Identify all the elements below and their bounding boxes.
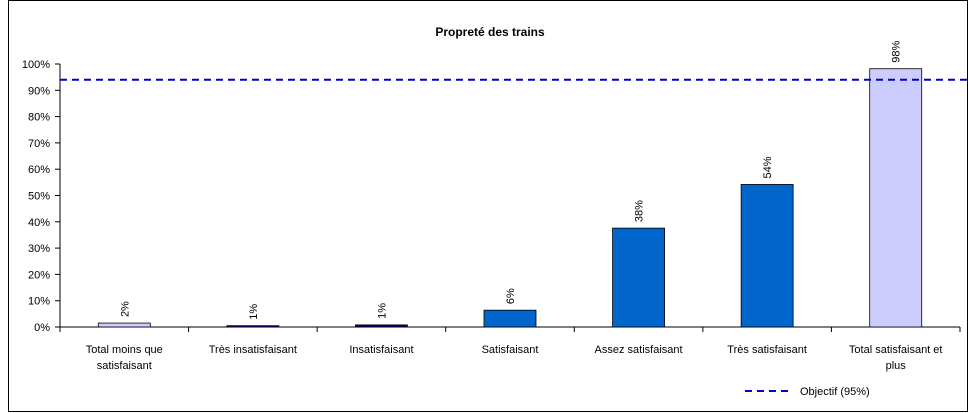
x-tick-label: Assez satisfaisant — [595, 344, 683, 356]
value-label: 6% — [505, 288, 517, 304]
value-label: 1% — [376, 303, 388, 319]
y-tick-label: 100% — [22, 59, 50, 71]
y-tick-label: 10% — [28, 296, 50, 308]
bar — [226, 325, 280, 328]
bar — [483, 309, 537, 328]
value-label: 54% — [762, 156, 774, 178]
y-tick-label: 80% — [28, 112, 50, 124]
y-tick-label: 60% — [28, 164, 50, 176]
y-tick-label: 0% — [34, 322, 50, 334]
x-tick-label: Total satisfaisant et plus — [849, 344, 943, 372]
bar — [97, 322, 151, 328]
y-tick-label: 20% — [28, 269, 50, 281]
value-label: 1% — [248, 304, 260, 320]
y-tick-label: 30% — [28, 243, 50, 255]
legend-label: Objectif (95%) — [800, 386, 870, 398]
value-label: 2% — [119, 301, 131, 317]
value-label: 38% — [634, 200, 646, 222]
bar — [740, 184, 794, 328]
y-tick-label: 40% — [28, 217, 50, 229]
x-tick-label: Total moins que satisfaisant — [86, 344, 163, 372]
y-tick-label: 90% — [28, 85, 50, 97]
y-tick-label: 50% — [28, 191, 50, 203]
x-tick-label: Insatisfaisant — [349, 344, 413, 356]
value-label: 98% — [891, 40, 903, 62]
x-tick-label: Satisfaisant — [482, 344, 539, 356]
x-tick-label: Très insatisfaisant — [209, 344, 297, 356]
chart-title: Propreté des trains — [435, 25, 545, 39]
chart-frame — [8, 0, 968, 412]
y-tick-label: 70% — [28, 138, 50, 150]
x-tick-label: Très satisfaisant — [727, 344, 807, 356]
bar — [612, 227, 665, 328]
bar — [355, 324, 408, 328]
bar — [869, 68, 923, 328]
